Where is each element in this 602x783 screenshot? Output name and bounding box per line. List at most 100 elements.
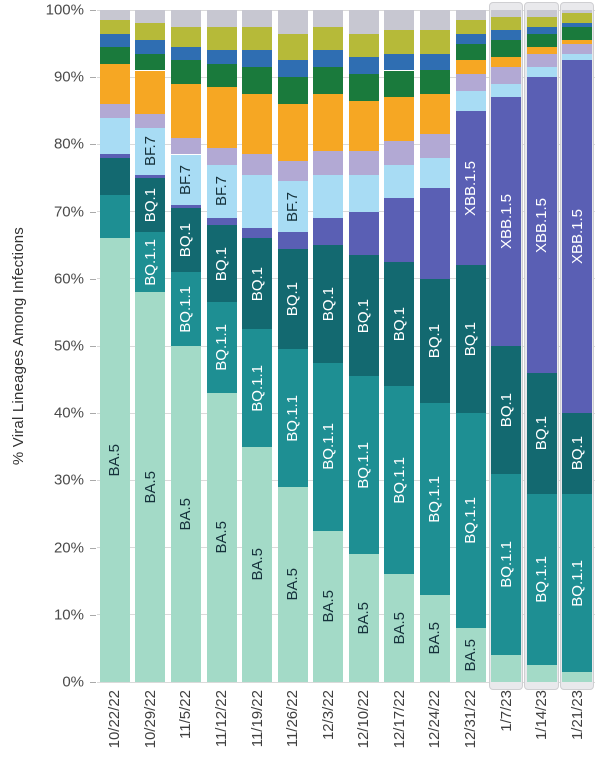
bar-segment-other-orange[interactable] [242, 94, 273, 155]
bar-segment-xbb-1-5[interactable]: XBB.1.5 [455, 110, 486, 266]
bar-segment-bf-7[interactable] [242, 174, 273, 229]
bar-segment-bq-1[interactable]: BQ.1 [455, 265, 486, 414]
bar-segment-other-gray[interactable] [526, 10, 557, 17]
bar-segment-other-light-purple[interactable] [526, 53, 557, 68]
bar-segment-ba-5[interactable]: BA.5 [277, 487, 308, 682]
bar-segment-bf-7[interactable] [526, 67, 557, 78]
bar-segment-ba-5[interactable]: BA.5 [135, 292, 166, 682]
bar-segment-other-gray[interactable] [455, 10, 486, 21]
bar-segment-xbb-1-5[interactable] [277, 231, 308, 249]
bar-segment-xbb-1-5[interactable] [348, 211, 379, 256]
bar-segment-other-gray[interactable] [170, 10, 201, 27]
bar-segment-bq-1-1[interactable]: BQ.1.1 [491, 473, 522, 656]
bar-segment-other-blue[interactable] [242, 50, 273, 68]
bar-segment-xbb-1-5[interactable]: XBB.1.5 [562, 60, 593, 414]
bar-segment-other-olive[interactable] [242, 26, 273, 51]
bar-segment-other-olive[interactable] [348, 33, 379, 58]
bar-segment-bq-1-1[interactable]: BQ.1.1 [384, 386, 415, 575]
bar-segment-other-olive[interactable] [455, 20, 486, 34]
bar-segment-ba-5[interactable] [562, 671, 593, 682]
bar-segment-other-olive[interactable] [313, 26, 344, 51]
bar-segment-other-blue[interactable] [526, 26, 557, 34]
bar-segment-other-green[interactable] [455, 43, 486, 61]
bar-segment-bq-1[interactable]: BQ.1 [206, 225, 237, 303]
bar-segment-bf-7[interactable] [491, 83, 522, 98]
bar-segment-other-light-purple[interactable] [242, 154, 273, 175]
bar-segment-bq-1[interactable]: BQ.1 [562, 413, 593, 494]
bar-segment-other-olive[interactable] [526, 16, 557, 27]
bar-segment-other-blue[interactable] [277, 60, 308, 78]
bar-segment-other-orange[interactable] [206, 87, 237, 148]
bar-segment-other-gray[interactable] [99, 10, 130, 21]
bar-segment-xbb-1-5[interactable]: XBB.1.5 [526, 77, 557, 373]
bar-segment-other-orange[interactable] [562, 40, 593, 44]
bar-segment-bq-1[interactable]: BQ.1 [170, 208, 201, 273]
bar-segment-xbb-1-5[interactable] [384, 198, 415, 262]
bar-segment-other-blue[interactable] [562, 23, 593, 27]
bar-segment-other-light-purple[interactable] [455, 73, 486, 91]
bar-segment-other-gray[interactable] [242, 10, 273, 27]
bar-segment-bf-7[interactable] [313, 174, 344, 219]
bar-segment-xbb-1-5[interactable] [206, 218, 237, 226]
bar-segment-other-blue[interactable] [170, 46, 201, 61]
bar-segment-other-gray[interactable] [562, 10, 593, 14]
bar-segment-bq-1-1[interactable]: BQ.1.1 [419, 403, 450, 595]
bar-segment-xbb-1-5[interactable]: XBB.1.5 [491, 97, 522, 346]
bar-segment-other-olive[interactable] [277, 33, 308, 61]
bar-segment-bf-7[interactable] [384, 164, 415, 199]
bar-segment-other-green[interactable] [419, 70, 450, 94]
bar-segment-ba-5[interactable]: BA.5 [313, 530, 344, 682]
bar-segment-other-gray[interactable] [313, 10, 344, 27]
bar-segment-bq-1-1[interactable]: BQ.1.1 [206, 302, 237, 394]
bar-segment-other-green[interactable] [491, 40, 522, 58]
bar-segment-other-gray[interactable] [277, 10, 308, 34]
bar-segment-other-blue[interactable] [135, 40, 166, 54]
bar-segment-other-green[interactable] [206, 63, 237, 88]
bar-segment-ba-5[interactable] [491, 655, 522, 682]
bar-segment-bf-7[interactable]: BF.7 [206, 164, 237, 219]
bar-segment-other-light-purple[interactable] [562, 43, 593, 54]
bar-segment-other-green[interactable] [135, 53, 166, 71]
bar-segment-other-light-purple[interactable] [135, 114, 166, 128]
bar-segment-ba-5[interactable]: BA.5 [242, 446, 273, 682]
bar-segment-ba-5[interactable]: BA.5 [99, 238, 130, 682]
bar-segment-other-green[interactable] [242, 67, 273, 94]
bar-segment-other-olive[interactable] [491, 16, 522, 31]
bar-segment-other-orange[interactable] [99, 63, 130, 105]
bar-segment-bq-1-1[interactable]: BQ.1.1 [170, 272, 201, 346]
bar-segment-ba-5[interactable]: BA.5 [384, 574, 415, 682]
bar-segment-other-light-purple[interactable] [99, 104, 130, 118]
bar-segment-other-green[interactable] [313, 67, 344, 94]
bar-segment-ba-5[interactable]: BA.5 [206, 393, 237, 682]
bar-segment-xbb-1-5[interactable] [135, 174, 166, 178]
bar-segment-other-olive[interactable] [419, 30, 450, 54]
bar-segment-other-gray[interactable] [206, 10, 237, 27]
bar-segment-bf-7[interactable] [348, 174, 379, 212]
bar-segment-bf-7[interactable]: BF.7 [170, 154, 201, 205]
bar-segment-bf-7[interactable] [419, 157, 450, 189]
bar-segment-other-gray[interactable] [491, 10, 522, 17]
bar-segment-other-light-purple[interactable] [384, 141, 415, 165]
bar-segment-bq-1[interactable]: BQ.1 [384, 262, 415, 387]
bar-segment-other-orange[interactable] [526, 46, 557, 54]
bar-segment-bf-7[interactable] [562, 53, 593, 61]
bar-segment-xbb-1-5[interactable] [170, 204, 201, 209]
bar-segment-bq-1[interactable]: BQ.1 [419, 278, 450, 404]
bar-segment-ba-5[interactable]: BA.5 [419, 594, 450, 682]
bar-segment-other-orange[interactable] [455, 60, 486, 74]
bar-segment-ba-5[interactable]: BA.5 [455, 628, 486, 682]
bar-segment-bq-1[interactable]: BQ.1 [491, 346, 522, 474]
bar-segment-other-olive[interactable] [562, 13, 593, 24]
bar-segment-other-gray[interactable] [419, 10, 450, 31]
bar-segment-bq-1[interactable]: BQ.1 [277, 248, 308, 350]
bar-segment-other-green[interactable] [170, 60, 201, 84]
bar-segment-other-light-purple[interactable] [170, 137, 201, 155]
bar-segment-other-blue[interactable] [313, 50, 344, 68]
bar-segment-bq-1[interactable]: BQ.1 [348, 255, 379, 377]
bar-segment-bq-1[interactable]: BQ.1 [242, 238, 273, 330]
bar-segment-other-blue[interactable] [206, 50, 237, 64]
bar-segment-other-olive[interactable] [135, 23, 166, 41]
bar-segment-ba-5[interactable]: BA.5 [348, 554, 379, 682]
bar-segment-other-blue[interactable] [455, 33, 486, 44]
bar-segment-other-orange[interactable] [277, 104, 308, 162]
